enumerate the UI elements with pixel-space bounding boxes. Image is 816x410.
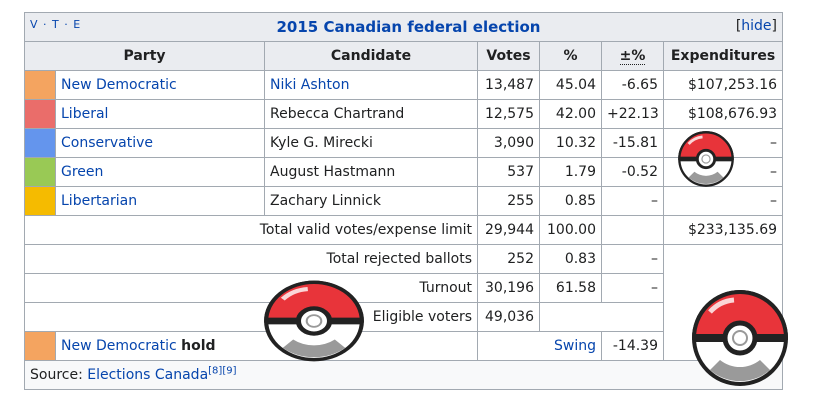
- turnout-pct: 61.58: [539, 273, 602, 303]
- candidate-link[interactable]: Niki Ashton: [270, 77, 350, 93]
- party-swatch: [24, 186, 56, 216]
- table-row: Libertarian Zachary Linnick 255 0.85– –: [24, 186, 784, 216]
- party-link[interactable]: Libertarian: [61, 193, 138, 209]
- turnout-label: Turnout: [24, 273, 478, 303]
- header-row: Party Candidate Votes % ±% Expenditures: [24, 41, 784, 71]
- source-cell: Source: Elections Canada[8][9]: [23, 360, 784, 390]
- source-prefix: Source:: [30, 367, 88, 383]
- table-row: New Democratic Niki Ashton 13,487 45.04 -6.6…: [24, 70, 784, 100]
- rejected-votes: 252: [477, 244, 540, 274]
- rejected-row: Total rejected ballots 252 0.83 –: [24, 244, 784, 361]
- change-cell: +22.13: [601, 99, 664, 129]
- pct-cell: 10.32: [539, 128, 602, 158]
- party-cell: Liberal: [55, 99, 265, 129]
- rejected-pct: 0.83: [539, 244, 602, 274]
- table-title[interactable]: 2015 Canadian federal election: [276, 18, 541, 36]
- votes-cell: 537: [477, 157, 540, 187]
- votes-cell: 255: [477, 186, 540, 216]
- votes-cell: 13,487: [477, 70, 540, 100]
- party-swatch: [24, 128, 56, 158]
- pct-cell: 42.00: [539, 99, 602, 129]
- expenditures-cell: $107,253.16: [662, 70, 784, 100]
- party-cell: Conservative: [55, 128, 265, 158]
- rejected-change: –: [601, 244, 664, 274]
- party-link[interactable]: New Democratic: [61, 77, 177, 93]
- party-link[interactable]: Green: [61, 164, 104, 180]
- col-party: Party: [24, 41, 265, 71]
- pokeball-icon: [264, 280, 364, 362]
- hold-word: hold: [181, 338, 216, 354]
- results-table: V · T · E [hide] 2015 Canadian federal e…: [23, 12, 784, 390]
- change-cell: –: [601, 186, 664, 216]
- pokeball-icon: [678, 131, 734, 187]
- col-change-label[interactable]: ±%: [619, 48, 646, 65]
- col-change: ±%: [601, 41, 664, 71]
- valid-change: [601, 215, 664, 245]
- eligible-votes: 49,036: [477, 302, 540, 332]
- party-swatch: [24, 157, 56, 187]
- change-cell: -0.52: [601, 157, 664, 187]
- valid-exp: $233,135.69: [662, 215, 784, 245]
- swing-link[interactable]: Swing: [554, 338, 596, 354]
- eligible-row: Eligible voters 49,036: [24, 302, 783, 332]
- candidate-cell: August Hastmann: [264, 157, 478, 187]
- col-expenditures: Expenditures: [662, 41, 784, 71]
- party-swatch: [24, 99, 56, 129]
- party-link[interactable]: Liberal: [61, 106, 109, 122]
- col-votes: Votes: [477, 41, 540, 71]
- hold-party-link[interactable]: New Democratic: [61, 338, 177, 354]
- party-cell: Libertarian: [55, 186, 265, 216]
- candidate-cell: Kyle G. Mirecki: [264, 128, 478, 158]
- title-cell: V · T · E [hide] 2015 Canadian federal e…: [23, 12, 784, 42]
- swing-cell: Swing: [477, 331, 602, 361]
- party-cell: Green: [55, 157, 265, 187]
- eligible-label: Eligible voters: [24, 302, 478, 332]
- party-cell: New Democratic: [55, 70, 265, 100]
- hold-swatch: [24, 331, 56, 361]
- election-box: V · T · E [hide] 2015 Canadian federal e…: [23, 12, 784, 390]
- col-percent: %: [539, 41, 602, 71]
- hold-row: New Democratic hold Swing -14.39: [24, 331, 783, 361]
- party-link[interactable]: Conservative: [61, 135, 154, 151]
- valid-pct: 100.00: [539, 215, 602, 245]
- table-row: Liberal Rebecca Chartrand 12,575 42.00 +22.1…: [24, 99, 784, 129]
- source-link[interactable]: Elections Canada: [87, 367, 209, 383]
- source-refs[interactable]: [8][9]: [208, 365, 237, 377]
- pct-cell: 45.04: [539, 70, 602, 100]
- expenditures-cell: –: [662, 186, 784, 216]
- table-row: Green August Hastmann 537 1.79 -0.52–: [24, 157, 784, 187]
- turnout-change: –: [601, 273, 664, 303]
- source-row: Source: Elections Canada[8][9]: [23, 360, 784, 390]
- vte-links[interactable]: V · T · E: [30, 18, 82, 31]
- pokeball-icon: [691, 290, 789, 386]
- title-row: V · T · E [hide] 2015 Canadian federal e…: [23, 12, 784, 42]
- party-swatch: [24, 70, 56, 100]
- expenditures-cell: $108,676.93: [662, 99, 784, 129]
- turnout-row: Turnout 30,196 61.58 –: [24, 273, 783, 303]
- eligible-empty: [539, 302, 664, 332]
- candidate-cell: Rebecca Chartrand: [264, 99, 478, 129]
- pct-cell: 0.85: [539, 186, 602, 216]
- change-cell: -6.65: [601, 70, 664, 100]
- hold-party-cell: New Democratic hold: [55, 331, 478, 361]
- valid-votes: 29,944: [477, 215, 540, 245]
- turnout-votes: 30,196: [477, 273, 540, 303]
- rejected-label: Total rejected ballots: [24, 244, 478, 274]
- pct-cell: 1.79: [539, 157, 602, 187]
- swing-value: -14.39: [601, 331, 664, 361]
- table-row: Conservative Kyle G. Mirecki 3,090 10.32 -15…: [24, 128, 784, 158]
- votes-cell: 3,090: [477, 128, 540, 158]
- candidate-cell: Zachary Linnick: [264, 186, 478, 216]
- hide-link[interactable]: hide: [741, 18, 772, 34]
- change-cell: -15.81: [601, 128, 664, 158]
- col-candidate: Candidate: [264, 41, 478, 71]
- valid-row: Total valid votes/expense limit 29,944 1…: [24, 215, 784, 245]
- hide-toggle[interactable]: [hide]: [735, 18, 778, 34]
- votes-cell: 12,575: [477, 99, 540, 129]
- valid-label: Total valid votes/expense limit: [24, 215, 478, 245]
- candidate-cell: Niki Ashton: [264, 70, 478, 100]
